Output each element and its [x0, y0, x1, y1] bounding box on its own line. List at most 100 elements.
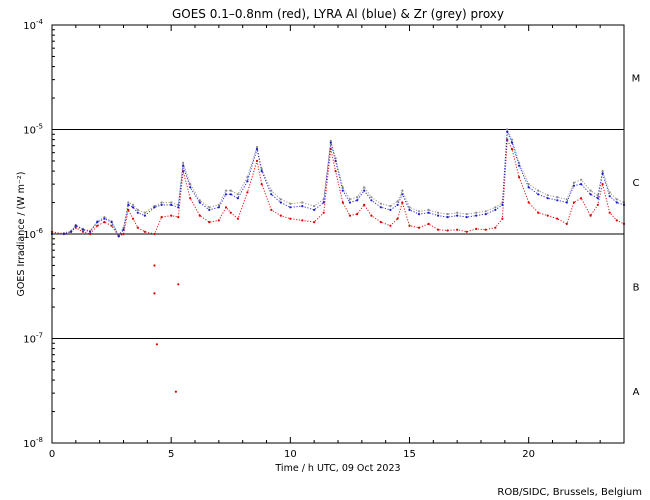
data-point [103, 216, 106, 219]
data-point [437, 214, 440, 217]
data-point [572, 201, 576, 204]
data-point [70, 230, 73, 233]
data-point [546, 214, 549, 217]
data-point [289, 202, 292, 205]
y-tick-label: 10-5 [23, 123, 43, 137]
data-point [596, 203, 599, 206]
data-point [518, 176, 521, 179]
data-point [89, 230, 92, 233]
flare-class-label-a: A [633, 387, 640, 398]
x-tick-label: 20 [522, 449, 535, 460]
data-point [74, 224, 77, 227]
data-point [96, 221, 99, 224]
data-point [255, 159, 259, 163]
data-point [401, 189, 404, 192]
data-point [465, 230, 468, 233]
data-point [177, 216, 180, 219]
data-point [546, 194, 549, 197]
data-point [279, 214, 282, 217]
data-point [136, 208, 139, 211]
data-point [110, 224, 113, 227]
data-point [62, 232, 65, 236]
flare-class-label-b: B [633, 282, 640, 293]
data-point [289, 217, 292, 220]
data-point [475, 227, 478, 230]
data-point [170, 203, 173, 206]
data-point [255, 148, 259, 151]
data-point [322, 201, 325, 204]
data-point [510, 148, 514, 151]
x-tick-label: 15 [403, 449, 416, 460]
data-point [153, 206, 156, 209]
data-point [608, 211, 611, 214]
x-tick-label: 10 [284, 449, 297, 460]
data-point [255, 145, 259, 149]
data-point [601, 183, 604, 186]
data-point [437, 228, 440, 231]
data-point [270, 208, 273, 211]
data-point [170, 214, 173, 217]
data-point [596, 197, 599, 200]
data-point [122, 232, 125, 236]
data-point [417, 210, 421, 213]
data-point [348, 198, 351, 201]
data-point [334, 159, 337, 163]
data-point [446, 229, 449, 232]
data-point [456, 228, 459, 231]
data-point [279, 201, 282, 204]
data-point [313, 205, 316, 208]
data-point [494, 226, 497, 229]
data-point [615, 219, 618, 222]
data-point [401, 193, 404, 196]
data-point [155, 343, 158, 346]
data-point [589, 189, 592, 192]
data-point [408, 224, 411, 227]
data-point [189, 186, 192, 189]
x-axis-label: Time / h UTC, 09 Oct 2023 [274, 463, 400, 474]
data-point [556, 196, 559, 199]
data-point [615, 198, 618, 201]
y-tick-label: 10-7 [23, 332, 43, 346]
series-trace [51, 137, 625, 237]
data-point [379, 206, 382, 209]
data-point [160, 203, 163, 206]
data-point [408, 208, 411, 211]
data-point [246, 191, 249, 194]
data-point [110, 221, 113, 224]
data-point [396, 200, 399, 203]
data-point [356, 199, 359, 202]
data-point [565, 201, 568, 204]
data-point [143, 214, 146, 217]
data-point [518, 164, 521, 167]
data-point [475, 214, 478, 217]
data-point [260, 183, 263, 186]
data-point [301, 219, 304, 222]
data-point [501, 203, 504, 206]
data-point [427, 211, 430, 214]
data-point [510, 141, 514, 144]
data-point [506, 128, 509, 131]
data-point [348, 214, 351, 217]
data-point [289, 206, 292, 209]
data-point [208, 206, 211, 209]
data-point [136, 226, 139, 229]
data-point [556, 217, 559, 220]
series-trace [52, 131, 625, 238]
data-point [89, 232, 92, 236]
y-tick-label: 10-8 [23, 436, 43, 450]
data-point [153, 264, 156, 267]
data-point [131, 206, 135, 209]
data-point [417, 226, 421, 229]
data-point [537, 193, 540, 196]
data-point [501, 217, 504, 220]
data-point [236, 217, 239, 220]
data-point [608, 195, 611, 198]
data-point [143, 211, 146, 214]
data-point [494, 208, 497, 211]
data-point [556, 199, 559, 202]
data-point [565, 198, 568, 201]
data-point [465, 216, 468, 219]
data-point [177, 283, 180, 286]
data-point [537, 211, 540, 214]
flare-class-label-c: C [633, 178, 640, 189]
